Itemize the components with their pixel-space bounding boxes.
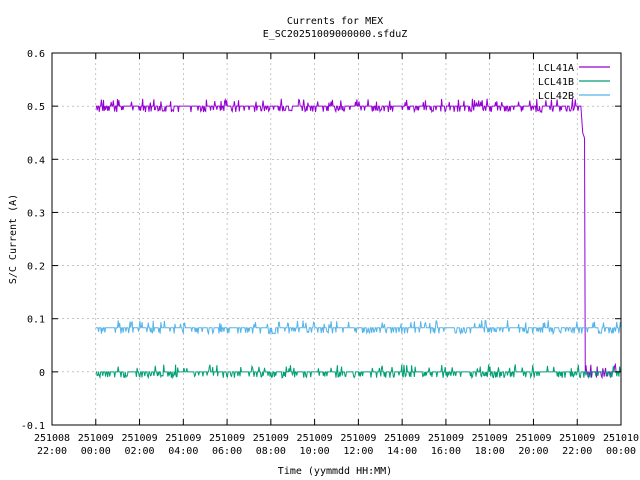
y-tick-label: 0.2 bbox=[27, 262, 45, 273]
x-tick-label-time: 10:00 bbox=[300, 446, 330, 457]
x-axis-ticks: 251008 22:00 251009 00:00 251009 02:00 251009 0… bbox=[34, 53, 639, 457]
series-line-lcl41b bbox=[95, 364, 621, 380]
x-tick-label-time: 08:00 bbox=[256, 446, 286, 457]
x-tick-label-time: 00:00 bbox=[81, 446, 111, 457]
x-tick-label-time: 00:00 bbox=[606, 446, 636, 457]
series-line-lcl41a bbox=[95, 97, 621, 380]
x-tick-label-date: 251009 bbox=[165, 433, 201, 444]
x-axis-label: Time (yymmdd HH:MM) bbox=[278, 466, 392, 477]
x-tick-label-time: 12:00 bbox=[343, 446, 373, 457]
x-tick-label-date: 251009 bbox=[428, 433, 464, 444]
y-axis-label: S/C Current (A) bbox=[8, 194, 19, 284]
x-tick-label-date: 251008 bbox=[34, 433, 70, 444]
y-tick-label: 0.1 bbox=[27, 315, 45, 326]
x-tick-label-date: 251009 bbox=[472, 433, 508, 444]
series-line-lcl42b bbox=[95, 320, 622, 336]
x-tick-label-time: 18:00 bbox=[475, 446, 505, 457]
y-tick-label: 0.3 bbox=[27, 208, 45, 219]
plot-frame bbox=[51, 52, 622, 426]
x-tick-label-date: 251009 bbox=[297, 433, 333, 444]
x-tick-label-date: 251009 bbox=[209, 433, 245, 444]
x-tick-label-time: 22:00 bbox=[562, 446, 592, 457]
legend-label: LCL42B bbox=[538, 91, 574, 102]
legend: LCL41A LCL41B LCL42B bbox=[538, 63, 610, 102]
chart-subtitle: E_SC20251009000000.sfduZ bbox=[263, 29, 408, 40]
x-tick-label-date: 251009 bbox=[384, 433, 420, 444]
x-tick-label-date: 251009 bbox=[121, 433, 157, 444]
series-layer bbox=[95, 97, 622, 380]
legend-label: LCL41B bbox=[538, 77, 574, 88]
x-tick-label-time: 16:00 bbox=[431, 446, 461, 457]
y-tick-label: 0.4 bbox=[27, 155, 45, 166]
y-tick-label: 0.6 bbox=[27, 49, 45, 60]
y-tick-label: 0.5 bbox=[27, 102, 45, 113]
x-tick-label-time: 06:00 bbox=[212, 446, 242, 457]
x-tick-label-date: 251009 bbox=[78, 433, 114, 444]
x-tick-label-date: 251009 bbox=[340, 433, 376, 444]
x-tick-label-date: 251010 bbox=[603, 433, 639, 444]
y-tick-label: 0 bbox=[39, 368, 45, 379]
x-tick-label-date: 251009 bbox=[253, 433, 289, 444]
x-tick-label-time: 22:00 bbox=[37, 446, 67, 457]
chart-title: Currents for MEX bbox=[287, 16, 383, 27]
y-tick-label: -0.1 bbox=[21, 421, 45, 432]
x-tick-label-date: 251009 bbox=[559, 433, 595, 444]
x-tick-label-date: 251009 bbox=[515, 433, 551, 444]
x-tick-label-time: 20:00 bbox=[518, 446, 548, 457]
x-tick-label-time: 14:00 bbox=[387, 446, 417, 457]
y-axis-ticks: -0.1 0 0.1 0.2 0.3 0.4 0.5 0.6 bbox=[21, 49, 621, 432]
x-tick-label-time: 02:00 bbox=[124, 446, 154, 457]
x-tick-label-time: 04:00 bbox=[168, 446, 198, 457]
legend-label: LCL41A bbox=[538, 63, 574, 74]
